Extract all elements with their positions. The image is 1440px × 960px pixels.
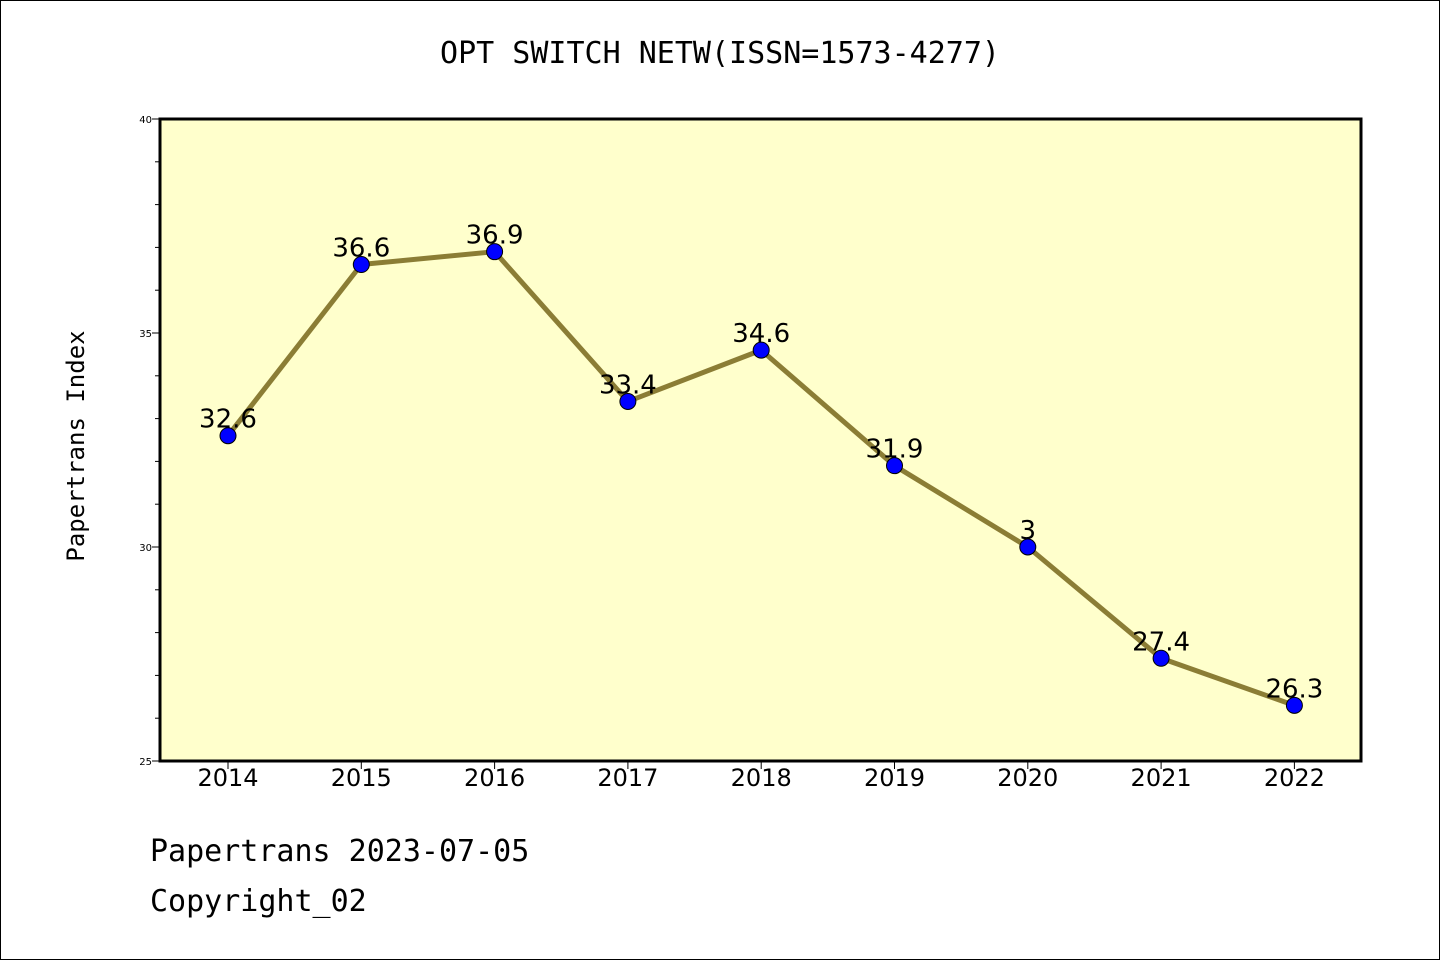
data-label: 33.4: [599, 370, 657, 400]
data-label: 3: [1020, 516, 1037, 546]
data-point: [619, 392, 637, 410]
y-tick-label: 25: [139, 757, 152, 768]
x-tick-label: 2015: [331, 764, 392, 792]
data-label: 31.9: [866, 435, 924, 465]
data-label: 26.3: [1265, 674, 1323, 704]
x-tick-label: 2016: [464, 764, 525, 792]
x-tick-label: 2021: [1131, 764, 1192, 792]
data-point: [219, 427, 237, 445]
data-label-group: 32.6 36.6 36.9 33.4 34.6 31.9 3 27.4 26.3: [199, 221, 1323, 705]
x-tick-label: 2020: [997, 764, 1058, 792]
y-tick-label: 35: [139, 329, 152, 340]
data-point: [1152, 649, 1170, 667]
data-label: 36.6: [332, 234, 390, 264]
data-point: [886, 457, 903, 475]
x-tick-label: 2018: [731, 764, 792, 792]
marker-group: [219, 243, 1303, 714]
footer-date: Papertrans 2023-07-05: [150, 834, 530, 869]
footer-copyright: Copyright_02: [150, 884, 367, 919]
data-label: 27.4: [1132, 627, 1190, 657]
x-tick-label: 2022: [1264, 764, 1325, 792]
chart-title: OPT SWITCH NETW(ISSN=1573-4277): [440, 36, 1000, 71]
x-tick-label: 2019: [864, 764, 925, 792]
data-point: [752, 341, 770, 359]
x-axis: 2014 2015 2016 2017 2018 2019 2020 2021 2022: [197, 761, 1325, 792]
y-axis: 25 30 35 40: [139, 115, 160, 768]
data-label: 32.6: [199, 405, 257, 435]
y-tick-label: 40: [139, 115, 152, 126]
data-label: 34.6: [732, 319, 790, 349]
data-point: [1019, 538, 1037, 556]
data-point: [486, 243, 504, 261]
data-point: [352, 256, 370, 274]
x-tick-label: 2017: [597, 764, 658, 792]
y-tick-label: 30: [139, 543, 152, 554]
data-label: 36.9: [466, 221, 524, 251]
x-tick-label: 2014: [197, 764, 258, 792]
data-point: [1285, 696, 1303, 714]
